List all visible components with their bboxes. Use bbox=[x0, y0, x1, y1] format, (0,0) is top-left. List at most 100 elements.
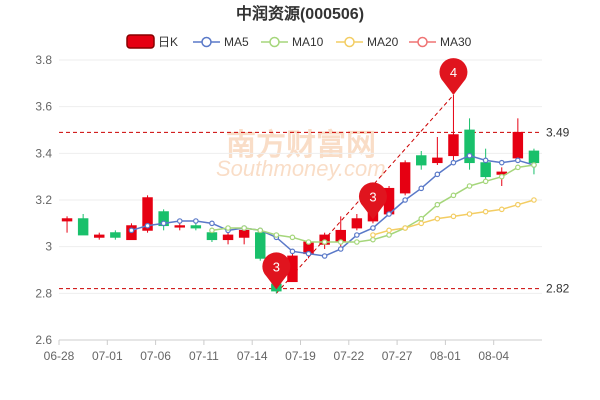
candle-body bbox=[528, 150, 540, 164]
legend-symbol-ma20 bbox=[344, 36, 355, 48]
x-tick-label: 08-01 bbox=[430, 349, 461, 363]
marker-pin bbox=[358, 182, 387, 220]
ma10-point bbox=[370, 236, 376, 243]
ma10-point bbox=[337, 239, 344, 245]
ma20-point bbox=[386, 227, 392, 234]
ma5-point bbox=[144, 222, 151, 229]
ma10-point bbox=[273, 232, 280, 238]
ma5-point bbox=[193, 218, 199, 224]
candle-body bbox=[61, 218, 73, 222]
moving-average-lines bbox=[128, 152, 537, 259]
ma5-point bbox=[482, 157, 489, 164]
event-marker[interactable]: 3 bbox=[358, 182, 387, 220]
ma20-point bbox=[450, 213, 457, 220]
ma10-point bbox=[225, 225, 231, 231]
x-tick-label: 06-28 bbox=[44, 349, 75, 363]
legend-item-ma5[interactable]: MA5 bbox=[193, 35, 249, 49]
legend-item-daily-k[interactable]: 日K bbox=[126, 34, 178, 49]
ma5-point bbox=[370, 225, 376, 231]
ma5-point bbox=[305, 250, 312, 257]
reference-line-label: 3.49 bbox=[546, 125, 570, 139]
ma10-point bbox=[257, 227, 264, 234]
candle bbox=[448, 95, 459, 165]
event-marker[interactable]: 3 bbox=[262, 252, 291, 290]
ma10-point bbox=[418, 215, 425, 222]
ma10-point bbox=[321, 239, 328, 245]
chart-legend[interactable]: 日K MA5 MA10 MA20 MA30 bbox=[126, 34, 472, 49]
ma20-point bbox=[370, 232, 376, 238]
legend-label-ma20: MA20 bbox=[367, 35, 399, 49]
chart-title: 中润资源(000506) bbox=[236, 4, 364, 23]
legend-item-ma30[interactable]: MA30 bbox=[409, 35, 472, 49]
ma20-point bbox=[482, 208, 489, 215]
ma5-point bbox=[418, 185, 425, 192]
candle bbox=[351, 214, 363, 231]
legend-label-daily-k: 日K bbox=[158, 35, 178, 49]
y-tick-label: 3 bbox=[45, 240, 52, 254]
candle bbox=[432, 137, 443, 165]
candle bbox=[61, 216, 73, 233]
marker-label: 3 bbox=[369, 189, 376, 204]
legend-label-ma10: MA10 bbox=[292, 35, 324, 49]
ma5-point bbox=[434, 171, 441, 178]
candle-body bbox=[255, 232, 266, 259]
candle-body bbox=[77, 218, 89, 236]
ma20-point bbox=[515, 201, 521, 208]
grid-lines bbox=[59, 59, 542, 341]
y-tick-label: 3.2 bbox=[35, 193, 52, 207]
candle-body bbox=[512, 131, 524, 159]
ma5-point bbox=[386, 211, 392, 217]
candle bbox=[158, 209, 169, 231]
ma10-point bbox=[466, 183, 473, 189]
ma5-point bbox=[321, 253, 328, 259]
ma5-point bbox=[128, 227, 135, 234]
ma5-point bbox=[466, 152, 473, 159]
ma20-point bbox=[418, 220, 425, 227]
legend-item-ma20[interactable]: MA20 bbox=[336, 35, 399, 49]
x-tick-label: 07-14 bbox=[237, 349, 268, 363]
ma5-point bbox=[160, 220, 167, 227]
y-axis: 2.6 2.8 3 3.2 3.4 3.6 3.8 bbox=[35, 53, 52, 347]
candle-body bbox=[480, 162, 491, 178]
x-tick-label: 07-19 bbox=[285, 349, 316, 363]
marker-label: 4 bbox=[450, 65, 457, 80]
ma10-point bbox=[531, 162, 537, 168]
candle bbox=[512, 118, 524, 161]
ma10-point bbox=[241, 225, 247, 231]
candle-body bbox=[432, 157, 443, 164]
ma5-point bbox=[337, 246, 344, 252]
watermark: 南方财富网 Southmoney.com bbox=[216, 128, 386, 181]
trend-line bbox=[275, 94, 454, 294]
ma10-point bbox=[434, 201, 441, 208]
candle bbox=[110, 230, 121, 240]
y-tick-label: 2.6 bbox=[35, 333, 52, 347]
candle-body bbox=[174, 225, 185, 228]
candle-body bbox=[416, 155, 427, 166]
candle bbox=[77, 214, 89, 236]
legend-label-ma30: MA30 bbox=[440, 35, 472, 49]
event-markers: 3 3 4 bbox=[262, 58, 468, 290]
ma5-point bbox=[176, 218, 183, 224]
y-tick-label: 2.8 bbox=[35, 286, 52, 300]
candle-body bbox=[238, 229, 250, 238]
legend-symbol-ma30 bbox=[417, 36, 428, 48]
x-tick-label: 08-04 bbox=[478, 349, 509, 363]
candle-body bbox=[351, 218, 363, 229]
candle bbox=[222, 232, 234, 245]
ma5-point bbox=[402, 197, 408, 203]
legend-item-ma10[interactable]: MA10 bbox=[261, 35, 324, 49]
candle-body bbox=[399, 162, 411, 194]
candle-body bbox=[110, 232, 121, 238]
marker-label: 3 bbox=[273, 259, 280, 274]
ma5-point bbox=[450, 159, 457, 166]
candle-body bbox=[190, 225, 202, 229]
event-marker[interactable]: 4 bbox=[439, 58, 468, 95]
ma10-point bbox=[515, 164, 521, 171]
candle-body bbox=[448, 134, 459, 157]
ma10-series bbox=[209, 162, 537, 245]
x-tick-label: 07-01 bbox=[92, 349, 123, 363]
candle-body bbox=[222, 234, 234, 241]
ma5-point bbox=[289, 248, 296, 255]
candle-body bbox=[206, 232, 218, 241]
ma10-point bbox=[354, 239, 360, 245]
